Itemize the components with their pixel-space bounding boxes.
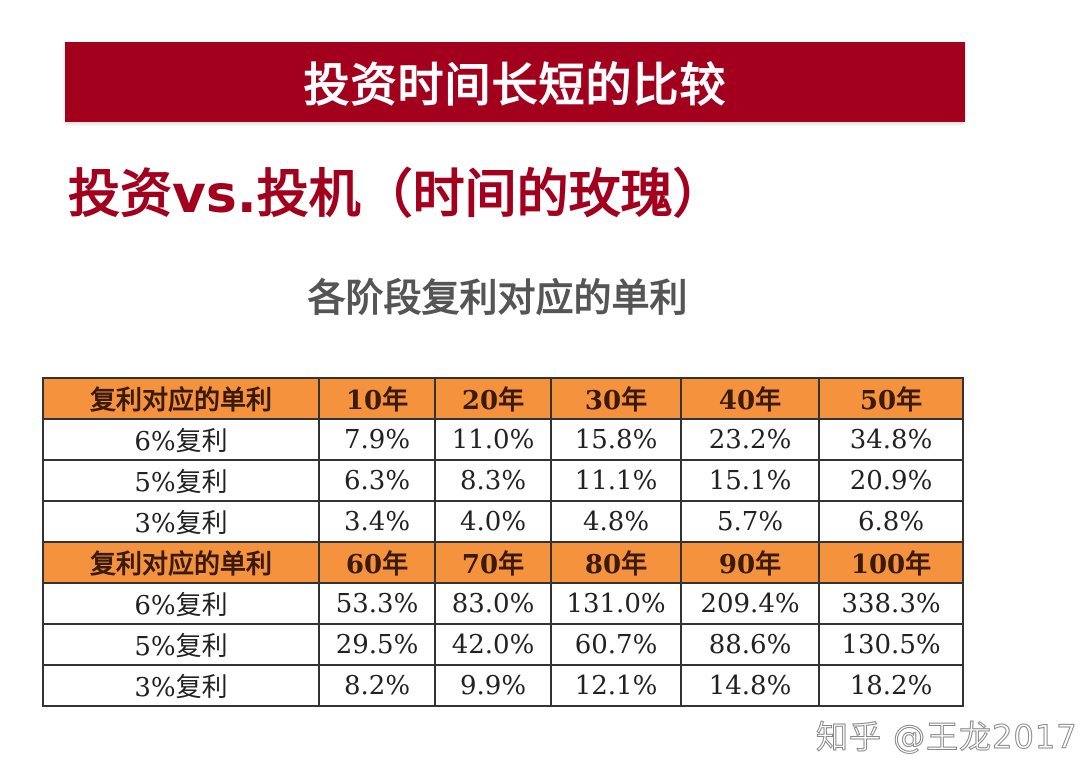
value-cell: 60.7% bbox=[550, 623, 682, 666]
rate-label-cell: 6%复利 bbox=[42, 582, 320, 625]
table-caption: 各阶段复利对应的单利 bbox=[307, 276, 688, 320]
header-year-cell: 80年 bbox=[550, 541, 682, 584]
value-cell: 3.4% bbox=[318, 500, 436, 543]
value-cell: 9.9% bbox=[434, 664, 552, 707]
rate-label-cell: 3%复利 bbox=[42, 664, 320, 707]
value-cell: 29.5% bbox=[318, 623, 436, 666]
rate-label-cell: 3%复利 bbox=[42, 500, 320, 543]
value-cell: 15.8% bbox=[550, 418, 682, 461]
value-cell: 7.9% bbox=[318, 418, 436, 461]
value-cell: 15.1% bbox=[680, 459, 820, 502]
title-banner: 投资时间长短的比较 bbox=[65, 42, 965, 122]
table-row: 6%复利 7.9% 11.0% 15.8% 23.2% 34.8% bbox=[42, 418, 964, 461]
table-row: 5%复利 29.5% 42.0% 60.7% 88.6% 130.5% bbox=[42, 623, 964, 666]
header-year-cell: 60年 bbox=[318, 541, 436, 584]
value-cell: 6.3% bbox=[318, 459, 436, 502]
value-cell: 83.0% bbox=[434, 582, 552, 625]
value-cell: 209.4% bbox=[680, 582, 820, 625]
table-row: 3%复利 3.4% 4.0% 4.8% 5.7% 6.8% bbox=[42, 500, 964, 543]
header-year-cell: 100年 bbox=[818, 541, 964, 584]
value-cell: 11.0% bbox=[434, 418, 552, 461]
value-cell: 4.0% bbox=[434, 500, 552, 543]
rate-label-cell: 6%复利 bbox=[42, 418, 320, 461]
value-cell: 23.2% bbox=[680, 418, 820, 461]
value-cell: 20.9% bbox=[818, 459, 964, 502]
header-year-cell: 90年 bbox=[680, 541, 820, 584]
value-cell: 11.1% bbox=[550, 459, 682, 502]
header-year-cell: 50年 bbox=[818, 377, 964, 420]
header-year-cell: 70年 bbox=[434, 541, 552, 584]
value-cell: 338.3% bbox=[818, 582, 964, 625]
value-cell: 34.8% bbox=[818, 418, 964, 461]
header-year-cell: 10年 bbox=[318, 377, 436, 420]
value-cell: 8.3% bbox=[434, 459, 552, 502]
value-cell: 53.3% bbox=[318, 582, 436, 625]
value-cell: 131.0% bbox=[550, 582, 682, 625]
header-year-cell: 20年 bbox=[434, 377, 552, 420]
rate-label-cell: 5%复利 bbox=[42, 459, 320, 502]
simple-interest-table: 复利对应的单利 10年 20年 30年 40年 50年 6%复利 7.9% 11.0% 15.8%… bbox=[42, 377, 964, 707]
value-cell: 6.8% bbox=[818, 500, 964, 543]
value-cell: 130.5% bbox=[818, 623, 964, 666]
header-year-cell: 30年 bbox=[550, 377, 682, 420]
banner-title: 投资时间长短的比较 bbox=[303, 58, 727, 112]
table-row: 6%复利 53.3% 83.0% 131.0% 209.4% 338.3% bbox=[42, 582, 964, 625]
table-header-row: 复利对应的单利 60年 70年 80年 90年 100年 bbox=[42, 541, 964, 584]
value-cell: 42.0% bbox=[434, 623, 552, 666]
table-row: 5%复利 6.3% 8.3% 11.1% 15.1% 20.9% bbox=[42, 459, 964, 502]
value-cell: 12.1% bbox=[550, 664, 682, 707]
value-cell: 8.2% bbox=[318, 664, 436, 707]
table-row: 3%复利 8.2% 9.9% 12.1% 14.8% 18.2% bbox=[42, 664, 964, 707]
table-header-row: 复利对应的单利 10年 20年 30年 40年 50年 bbox=[42, 377, 964, 420]
header-label-cell: 复利对应的单利 bbox=[42, 377, 320, 420]
value-cell: 4.8% bbox=[550, 500, 682, 543]
subtitle: 投资vs.投机（时间的玫瑰） bbox=[68, 165, 725, 225]
value-cell: 5.7% bbox=[680, 500, 820, 543]
value-cell: 88.6% bbox=[680, 623, 820, 666]
value-cell: 14.8% bbox=[680, 664, 820, 707]
header-label-cell: 复利对应的单利 bbox=[42, 541, 320, 584]
header-year-cell: 40年 bbox=[680, 377, 820, 420]
value-cell: 18.2% bbox=[818, 664, 964, 707]
rate-label-cell: 5%复利 bbox=[42, 623, 320, 666]
watermark: 知乎 @王龙2017 bbox=[816, 718, 1078, 757]
